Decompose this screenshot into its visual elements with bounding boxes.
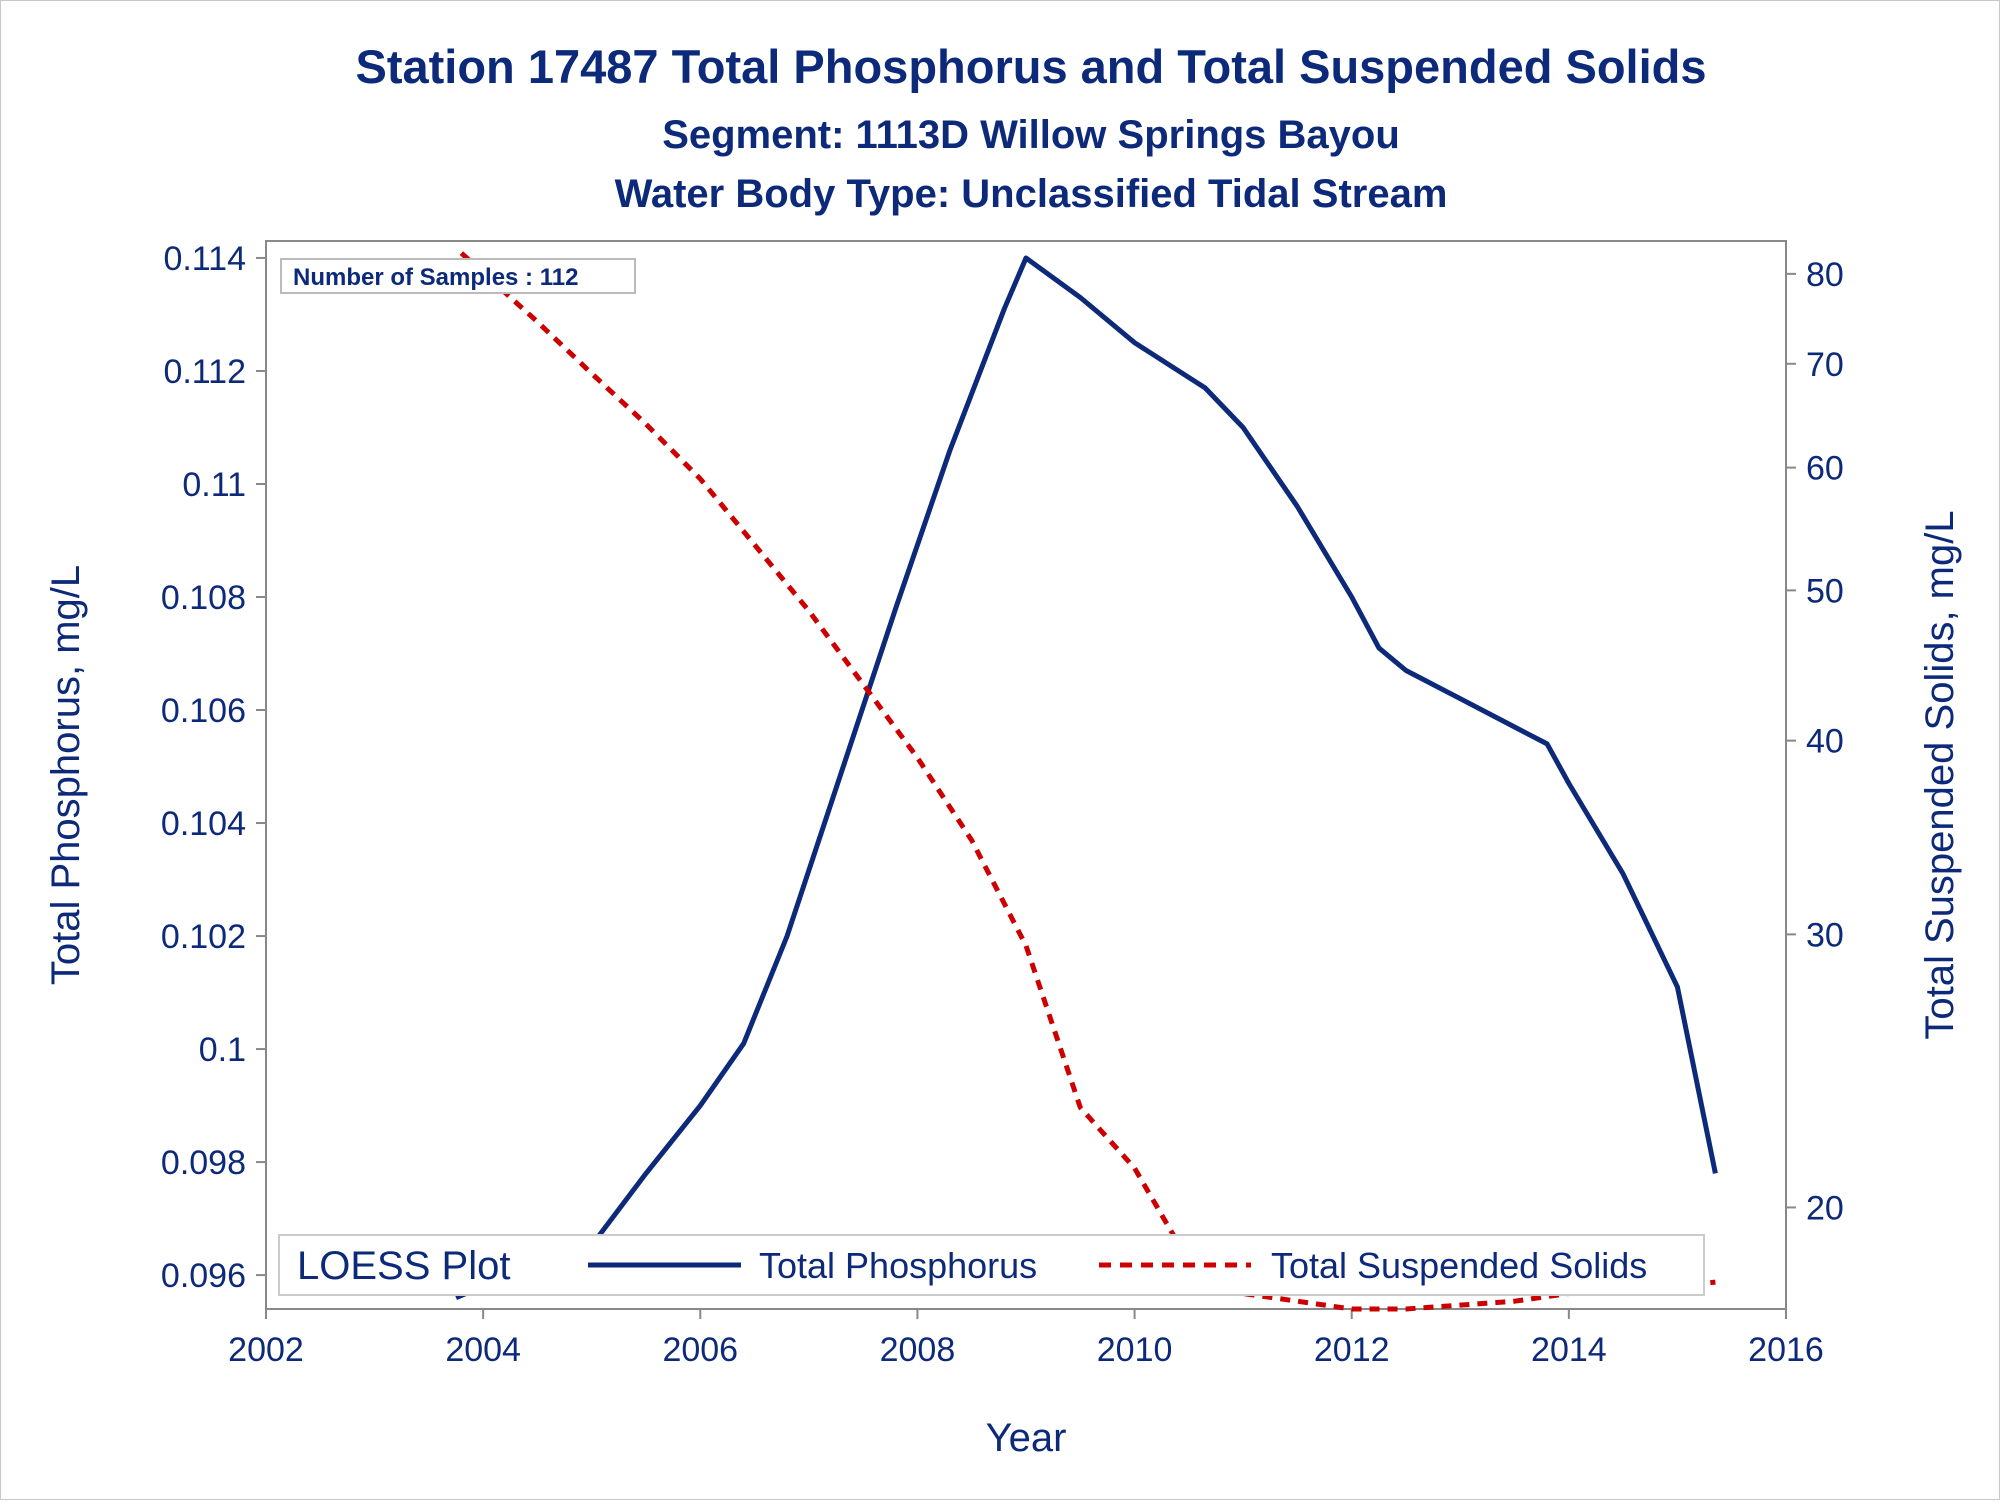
y-left-tick-label: 0.104 — [161, 805, 246, 843]
chart-subtitle: Segment: 1113D Willow Springs Bayou — [662, 113, 1400, 157]
series-line-total-suspended-solids — [459, 251, 1716, 1312]
x-axis-label: Year — [986, 1416, 1067, 1460]
x-tick-label: 2010 — [1097, 1331, 1173, 1369]
x-tick-label: 2002 — [228, 1331, 304, 1369]
y-left-tick-label: 0.102 — [161, 918, 246, 956]
y-left-tick-label: 0.114 — [163, 240, 246, 278]
y-right-tick-label: 50 — [1806, 572, 1844, 610]
y-right-tick-label: 80 — [1806, 256, 1844, 294]
x-tick-label: 2014 — [1531, 1331, 1607, 1369]
y-left-tick-label: 0.11 — [182, 466, 246, 504]
sample-count-label: Number of Samples : 112 — [293, 264, 578, 291]
y-left-tick-label: 0.112 — [163, 353, 246, 391]
x-tick-label: 2006 — [662, 1331, 738, 1369]
legend-label-phosphorus: Total Phosphorus — [759, 1245, 1037, 1286]
x-axis: 2002 2004 2006 2008 2010 2012 2014 2016 — [228, 1309, 1824, 1369]
legend: LOESS Plot Total Phosphorus Total Suspen… — [278, 1234, 1705, 1296]
legend-title: LOESS Plot — [297, 1244, 510, 1288]
y-axis-right: 80 70 60 50 40 30 20 — [1786, 256, 1844, 1227]
y-left-tick-label: 0.1 — [199, 1031, 246, 1069]
y-right-tick-label: 20 — [1806, 1189, 1844, 1227]
chart-subtitle-2: Water Body Type: Unclassified Tidal Stre… — [615, 172, 1448, 216]
x-tick-label: 2012 — [1314, 1331, 1390, 1369]
y-axis-left: 0.114 0.112 0.11 0.108 0.106 0.104 0.102 0.1 0.0… — [161, 240, 266, 1295]
y-right-tick-label: 60 — [1806, 450, 1844, 488]
x-tick-label: 2008 — [880, 1331, 956, 1369]
chart-title: Station 17487 Total Phosphorus and Total… — [356, 40, 1707, 93]
legend-label-tss: Total Suspended Solids — [1271, 1245, 1647, 1286]
y-right-tick-label: 70 — [1806, 346, 1844, 384]
y-left-tick-label: 0.098 — [161, 1144, 246, 1182]
y-right-tick-label: 40 — [1806, 723, 1844, 761]
series-layer — [455, 251, 1718, 1312]
y-right-tick-label: 30 — [1806, 916, 1844, 954]
y-axis-left-label: Total Phosphorus, mg/L — [44, 565, 88, 985]
y-axis-right-label: Total Suspended Solids, mg/L — [1918, 510, 1962, 1039]
y-left-tick-label: 0.096 — [161, 1257, 246, 1295]
x-tick-label: 2016 — [1748, 1331, 1824, 1369]
y-left-tick-label: 0.108 — [161, 579, 246, 617]
series-line-total-phosphorus — [455, 255, 1718, 1301]
y-left-tick-label: 0.106 — [161, 692, 246, 730]
sample-count-inset: Number of Samples : 112 — [280, 258, 636, 294]
x-tick-label: 2004 — [445, 1331, 521, 1369]
plot-area — [265, 240, 1787, 1310]
